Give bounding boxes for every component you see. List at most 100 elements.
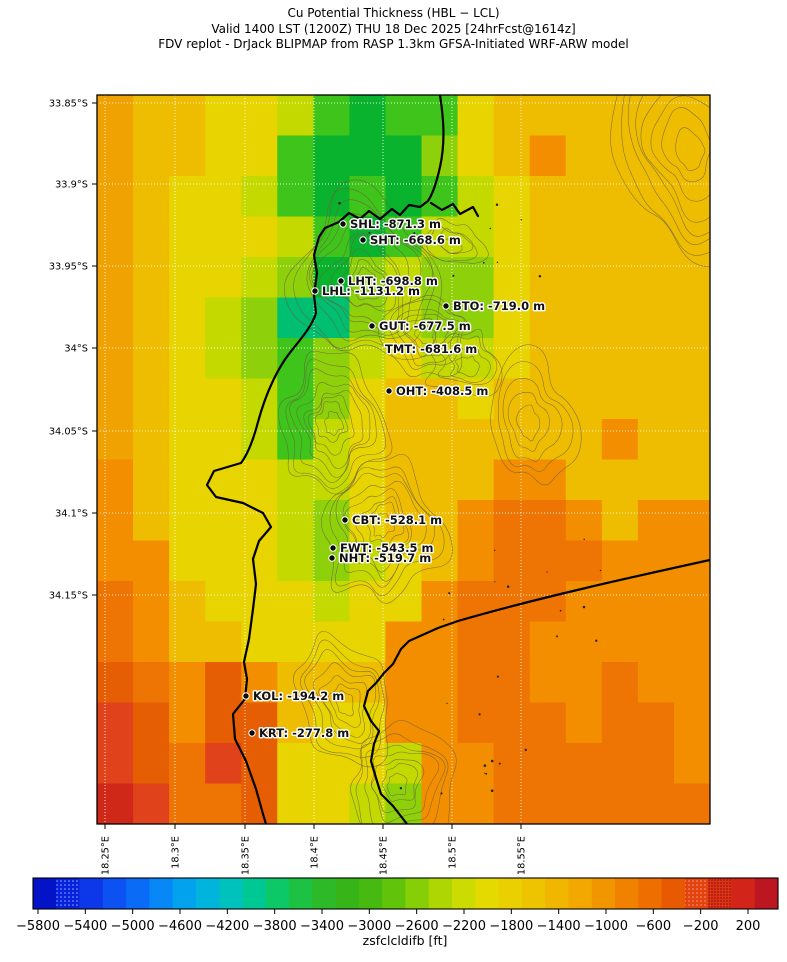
- speck-dot: [496, 261, 499, 264]
- raster-cell: [133, 702, 170, 744]
- speck-dot: [599, 569, 602, 572]
- lon-tick-label: 18.35°E: [241, 836, 252, 875]
- contour-line: [421, 217, 489, 264]
- raster-cell: [205, 581, 242, 622]
- speck-dot: [490, 789, 494, 792]
- raster-cell: [673, 378, 710, 420]
- raster-cell: [421, 702, 459, 744]
- contour-line: [497, 361, 574, 472]
- raster-cell: [277, 459, 314, 501]
- speck-dot: [490, 759, 494, 763]
- raster-cell: [637, 702, 675, 744]
- contour-line: [321, 454, 453, 604]
- raster-cell: [493, 540, 531, 582]
- raster-cell: [313, 297, 350, 339]
- raster-cell: [349, 459, 386, 501]
- speck-dot: [448, 592, 451, 595]
- contour-line: [293, 188, 435, 349]
- raster-cell: [457, 95, 495, 136]
- raster-cell: [493, 135, 531, 177]
- station-dot-gut: [368, 322, 376, 330]
- raster-cell: [457, 135, 495, 177]
- lat-tick-label: 34.15°S: [49, 590, 88, 601]
- speck-dot: [368, 231, 371, 234]
- raster-cell: [205, 621, 242, 663]
- station-dot-bto: [442, 302, 450, 310]
- raster-cell: [565, 95, 603, 136]
- raster-cell: [205, 662, 242, 703]
- raster-cell: [133, 581, 170, 622]
- plot-titles: Cu Potential Thickness (HBL − LCL) Valid…: [0, 6, 787, 53]
- raster-cell: [421, 581, 459, 622]
- raster-cell: [493, 257, 531, 298]
- contour-line: [285, 358, 386, 489]
- contour-line: [335, 472, 436, 588]
- colorbar-frame: [32, 877, 779, 910]
- raster-cell: [565, 702, 603, 744]
- lon-tick-label: 18.25°E: [101, 836, 112, 875]
- raster-cell: [385, 95, 423, 136]
- colorbar-cell: [615, 878, 639, 909]
- raster-cell: [673, 621, 710, 663]
- contour-line: [490, 344, 582, 486]
- raster-cell: [349, 95, 386, 136]
- contour-line: [318, 675, 367, 738]
- obstacle-dots: [338, 201, 602, 795]
- speck-dot: [452, 274, 455, 277]
- raster-cell: [205, 783, 242, 824]
- raster-cell: [457, 621, 495, 663]
- raster-cell: [97, 419, 134, 460]
- raster-cell: [97, 135, 134, 177]
- colorbar-tick-label: −2200: [442, 919, 486, 934]
- raster-cell: [529, 459, 567, 501]
- speck-dot: [582, 605, 586, 609]
- raster-cell: [313, 702, 350, 744]
- raster-cell: [133, 135, 170, 177]
- speck-dot: [494, 581, 496, 583]
- raster-cell: [241, 95, 278, 136]
- raster-cell: [673, 459, 710, 501]
- contour-line: [349, 259, 386, 301]
- raster-cell: [565, 459, 603, 501]
- raster-cell: [601, 621, 639, 663]
- raster-cell: [493, 216, 531, 258]
- raster-cell: [493, 459, 531, 501]
- raster-cell: [601, 95, 639, 136]
- raster-cell: [349, 135, 386, 177]
- raster-cell: [637, 621, 675, 663]
- raster-cell: [205, 95, 242, 136]
- raster-cell: [565, 540, 603, 582]
- contour-line: [306, 199, 433, 342]
- colorbar-cell: [149, 878, 174, 909]
- speck-dot: [506, 585, 510, 588]
- raster-cell: [637, 459, 675, 501]
- raster-cell: [421, 459, 459, 501]
- raster-cell: [565, 297, 603, 339]
- raster-cell: [457, 257, 495, 298]
- contour-line: [304, 649, 380, 750]
- colorbar-cell: [242, 878, 267, 909]
- raster-cell: [97, 459, 134, 501]
- raster-cell: [133, 621, 170, 663]
- raster-cell: [133, 338, 170, 379]
- coastline: [205, 95, 710, 824]
- colorbar-tick-label: 200: [736, 919, 761, 934]
- station-label-gut: GUT: -677.5 m: [379, 319, 471, 333]
- raster-cell: [277, 743, 314, 784]
- terrain-contours: [278, 95, 710, 824]
- raster-cell: [637, 95, 675, 136]
- title-line-3: FDV replot - DrJack BLIPMAP from RASP 1.…: [158, 37, 629, 51]
- raster-cell: [637, 662, 675, 703]
- raster-cell: [97, 581, 134, 622]
- raster-cell: [241, 540, 278, 582]
- contour-line: [355, 496, 409, 561]
- raster-cell: [97, 540, 134, 582]
- raster-cell: [493, 702, 531, 744]
- speck-dot: [494, 549, 496, 551]
- raster-cell: [277, 297, 314, 339]
- colorbar-cell: [545, 878, 569, 909]
- raster-cell: [601, 257, 639, 298]
- raster-cell: [529, 581, 567, 622]
- raster-cell: [277, 176, 314, 217]
